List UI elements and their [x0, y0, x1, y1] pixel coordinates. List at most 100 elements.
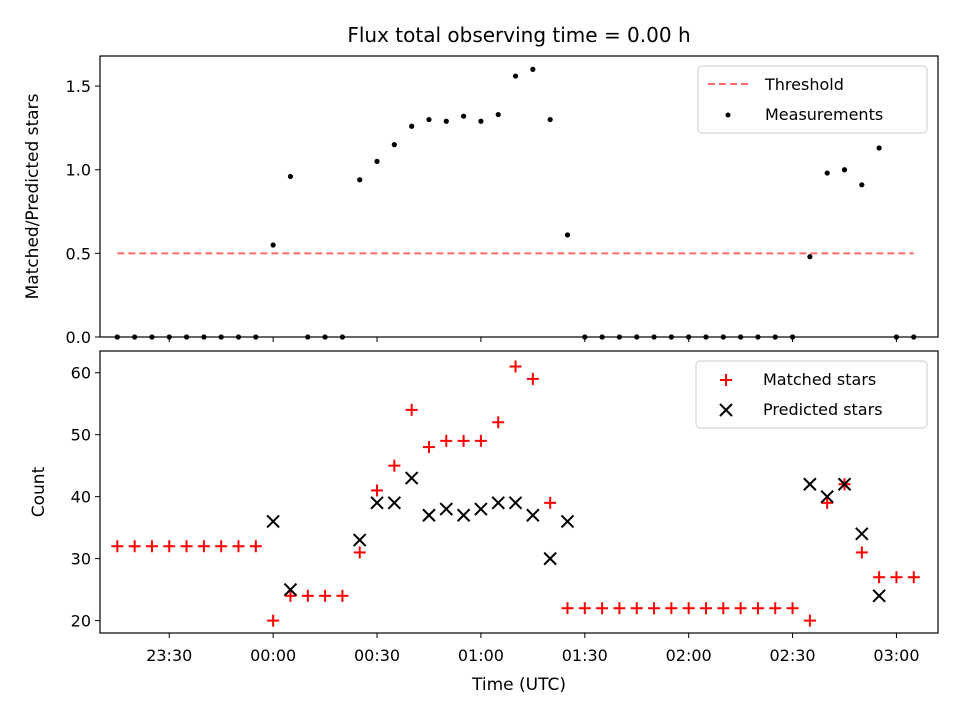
- matched-star-point: [474, 434, 487, 447]
- predicted-star-point: [456, 508, 471, 522]
- matched-star-point: [561, 602, 574, 615]
- matched-star-point: [578, 602, 591, 615]
- matched-star-point: [163, 540, 176, 553]
- measurement-point: [876, 145, 882, 151]
- predicted-star-point: [508, 496, 523, 510]
- predicted-star-stroke: [820, 489, 834, 504]
- bottom-x-tick-label: 00:30: [354, 646, 400, 665]
- predicted-star-stroke: [543, 551, 557, 566]
- measurement-point: [564, 232, 571, 238]
- predicted-star-stroke: [283, 582, 298, 597]
- measurement-point: [859, 182, 865, 188]
- predicted-star-point: [404, 471, 419, 485]
- matched-star-point: [803, 614, 816, 627]
- matched-star-point: [890, 571, 903, 584]
- predicted-star-point: [543, 551, 557, 566]
- measurement-point: [374, 158, 380, 164]
- bottom-y-tick-label: 40: [71, 488, 91, 507]
- predicted-star-point: [803, 477, 817, 491]
- matched-star-point: [751, 602, 764, 615]
- matched-star-point: [301, 589, 314, 602]
- predicted-star-stroke: [560, 514, 575, 529]
- measurement-point: [426, 116, 432, 123]
- matched-star-point: [145, 540, 158, 553]
- predicted-star-point: [422, 508, 436, 522]
- panel-ratio: 0.0 0.5 1.0 1.5 Matched/Predicted stars Thr…: [23, 55, 939, 347]
- matched-star-point: [422, 441, 435, 454]
- bottom-y-tick-label: 30: [71, 550, 91, 569]
- measurement-point: [495, 111, 501, 118]
- legend-threshold-label: Threshold: [764, 75, 844, 94]
- predicted-star-point: [439, 502, 453, 516]
- matched-star-point: [319, 589, 332, 602]
- matched-star-point: [630, 602, 643, 615]
- measurement-point: [270, 242, 276, 248]
- predicted-star-point: [837, 477, 852, 491]
- bottom-x-tick-label: 01:00: [458, 646, 504, 665]
- matched-star-point: [405, 403, 418, 416]
- predicted-star-point: [474, 502, 488, 516]
- matched-star-point: [699, 602, 712, 615]
- predicted-star-stroke: [526, 508, 540, 522]
- predicted-star-stroke: [370, 496, 384, 510]
- matched-star-point: [215, 540, 228, 553]
- legend-matched-swatch: [720, 374, 732, 386]
- measurement-point: [460, 113, 467, 119]
- measurement-point: [824, 170, 830, 176]
- predicted-star-stroke: [803, 477, 817, 491]
- predicted-star-point: [560, 514, 575, 529]
- matched-star-point: [336, 589, 349, 602]
- predicted-star-stroke: [872, 589, 886, 603]
- measurement-point: [841, 167, 848, 173]
- matched-star-point: [111, 540, 124, 553]
- matched-star-point: [249, 540, 262, 553]
- matched-star-point: [786, 602, 799, 615]
- measurement-point: [443, 118, 449, 124]
- predicted-star-stroke: [456, 508, 471, 522]
- bottom-x-tick-label: 00:00: [250, 646, 296, 665]
- bottom-y-tick-label: 50: [71, 426, 91, 445]
- matched-star-point: [232, 540, 245, 553]
- bottom-legend: Matched stars Predicted stars: [695, 360, 928, 429]
- measurement-point: [287, 173, 294, 180]
- predicted-star-point: [855, 527, 869, 541]
- bottom-y-tick-label: 20: [71, 612, 91, 631]
- measurement-point: [478, 118, 484, 124]
- matched-star-point: [855, 546, 868, 559]
- measurement-point: [530, 66, 536, 72]
- matched-star-point: [907, 571, 920, 584]
- chart-title: Flux total observing time = 0.00 h: [347, 23, 690, 47]
- bottom-x-tick-label: 02:00: [666, 646, 712, 665]
- predicted-star-point: [266, 514, 280, 529]
- measurement-point: [512, 73, 519, 79]
- bottom-y-tick-label: 60: [71, 364, 91, 383]
- predicted-star-stroke: [422, 508, 436, 522]
- matched-star-point: [284, 589, 297, 602]
- matched-star-point: [682, 602, 695, 615]
- predicted-star-stroke: [508, 496, 523, 510]
- matched-star-point: [613, 602, 626, 615]
- predicted-star-stroke: [404, 471, 419, 485]
- matched-star-point: [388, 459, 401, 472]
- matched-star-point: [734, 602, 747, 615]
- measurement-point: [547, 116, 553, 123]
- predicted-star-point: [820, 489, 834, 504]
- panel-counts: 20 30 40 50 60 23:30 00:00 00:30 01:00 01:30 02:0…: [29, 350, 939, 695]
- matched-star-point: [665, 602, 678, 615]
- legend-predicted-label: Predicted stars: [763, 400, 883, 419]
- predicted-star-stroke: [837, 477, 852, 491]
- bottom-y-axis-label: Count: [29, 466, 49, 517]
- matched-star-point: [873, 571, 886, 584]
- matched-star-point: [717, 602, 730, 615]
- predicted-star-stroke: [491, 496, 505, 510]
- bottom-x-tick-label: 23:30: [146, 646, 192, 665]
- legend-measurements-label: Measurements: [765, 105, 883, 124]
- matched-star-point: [440, 434, 453, 447]
- predicted-star-point: [387, 496, 402, 510]
- top-legend-box: [697, 65, 928, 134]
- predicted-star-stroke: [353, 533, 367, 547]
- matched-star-point: [648, 602, 661, 615]
- matched-star-point: [821, 496, 834, 509]
- matched-star-point: [492, 416, 505, 429]
